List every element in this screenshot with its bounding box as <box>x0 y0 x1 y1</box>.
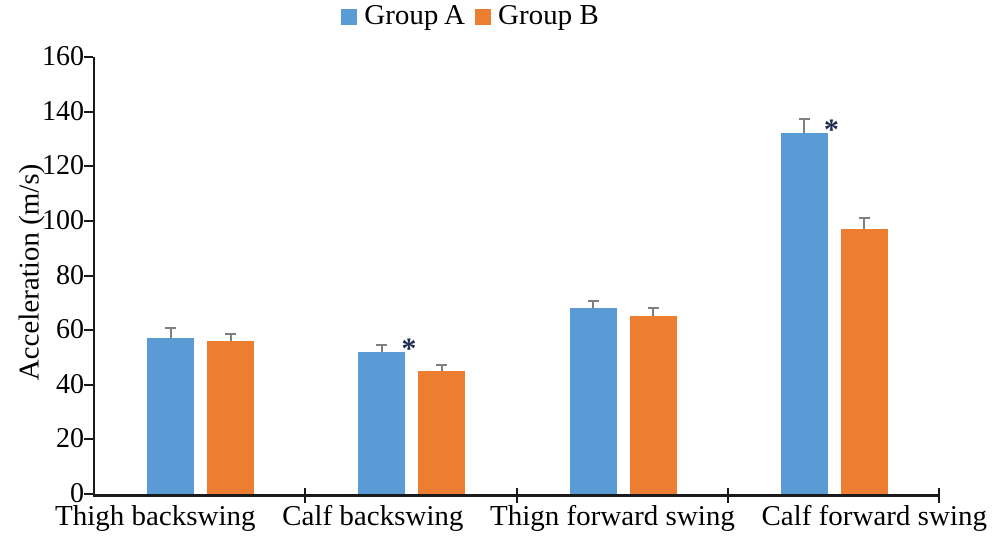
error-bar-stem <box>440 364 443 372</box>
error-bar-stem <box>229 332 232 342</box>
y-axis-tick <box>84 493 93 495</box>
error-bar-cap <box>376 343 388 346</box>
x-category-label: Thign forward swing <box>490 500 735 532</box>
y-tick-label: 20 <box>56 423 84 455</box>
y-tick-label: 60 <box>56 314 84 346</box>
y-tick-label: 40 <box>56 368 84 400</box>
error-bar-stem <box>803 118 806 134</box>
legend-item-group-a: Group A <box>341 0 465 30</box>
error-bar-cap <box>436 364 448 367</box>
y-axis-tick <box>84 329 93 332</box>
y-tick-label: 100 <box>42 204 84 236</box>
chart-legend: Group A Group B <box>0 0 970 30</box>
bar-group-a-calf-backswing <box>358 351 406 494</box>
y-axis-tick <box>84 165 93 168</box>
bar-group-b-thigh-backswing <box>207 341 255 494</box>
error-bar-stem <box>592 300 595 309</box>
error-bar-stem <box>169 327 172 339</box>
x-axis-tick <box>304 488 307 503</box>
bar-group-b-calf-forward-swing <box>840 229 888 494</box>
x-axis-tick <box>938 488 940 503</box>
x-axis-category-labels: Thigh backswing Calf backswing Thign forwa… <box>55 499 987 533</box>
x-category-label: Thigh backswing <box>55 500 256 532</box>
group-a-swatch-icon <box>341 8 358 25</box>
significance-asterisk: * <box>401 331 417 365</box>
y-axis-tick <box>84 438 93 441</box>
y-tick-label: 80 <box>56 259 84 291</box>
y-axis-tick <box>84 274 93 277</box>
error-bar-cap <box>165 327 177 330</box>
error-bar-stem <box>863 216 866 230</box>
error-bar-stem <box>380 343 383 352</box>
error-bar-cap <box>858 216 870 219</box>
bar-group-a-thign-forward-swing <box>569 308 617 494</box>
bar-group-a-calf-forward-swing <box>780 133 828 494</box>
y-axis-tick <box>84 56 93 58</box>
legend-label-group-a: Group A <box>364 0 465 31</box>
error-bar-cap <box>798 118 810 121</box>
x-category-label: Calf backswing <box>282 500 464 532</box>
x-axis-tick <box>726 488 729 503</box>
bar-group-b-calf-backswing <box>418 371 466 494</box>
legend-label-group-b: Group B <box>498 0 599 31</box>
legend-item-group-b: Group B <box>475 0 599 30</box>
significance-asterisk: * <box>823 113 839 147</box>
bar-group-a-thigh-backswing <box>147 338 195 494</box>
y-axis-tick <box>84 383 93 386</box>
error-bar-stem <box>652 306 655 317</box>
error-bar-cap <box>647 306 659 309</box>
plot-area: * * <box>84 56 940 503</box>
x-axis-tick <box>515 488 518 503</box>
x-category-label: Calf forward swing <box>761 500 987 532</box>
y-axis-tick <box>84 219 93 222</box>
error-bar-cap <box>587 300 599 303</box>
y-tick-label: 160 <box>42 41 84 72</box>
y-tick-label: 120 <box>42 150 84 182</box>
error-bar-cap <box>225 332 237 335</box>
y-axis-tick <box>84 110 93 113</box>
y-tick-label: 0 <box>70 478 84 509</box>
group-b-swatch-icon <box>475 8 491 25</box>
bar-group-b-thign-forward-swing <box>629 316 677 494</box>
y-tick-label: 140 <box>42 95 84 127</box>
